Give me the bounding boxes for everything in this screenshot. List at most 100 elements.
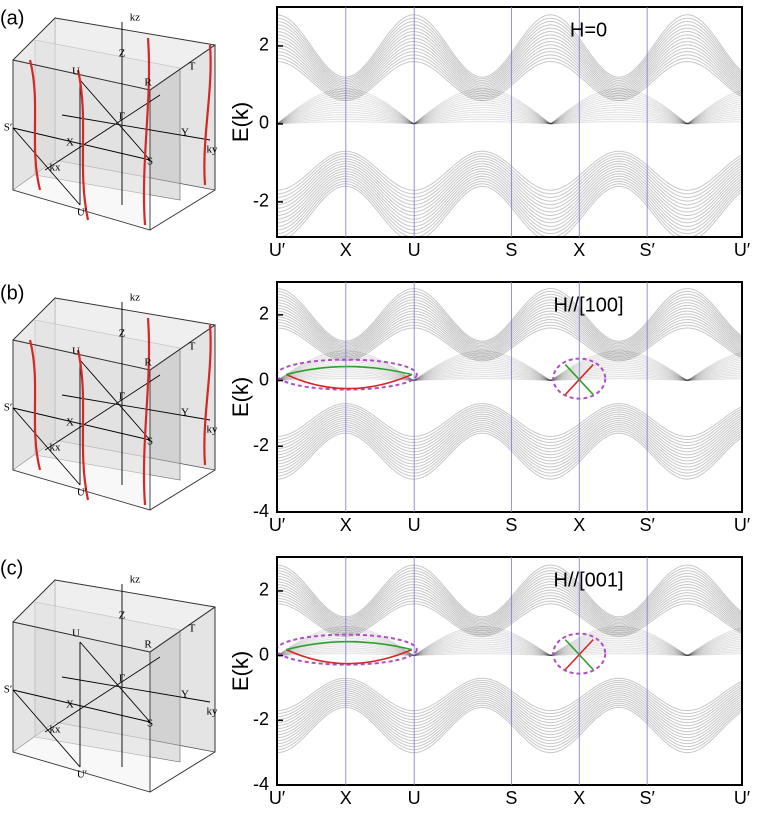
- band-line: [277, 90, 742, 125]
- band-line: [277, 600, 742, 636]
- band-line: [277, 422, 742, 465]
- band-line: [277, 165, 742, 213]
- band-line: [277, 430, 742, 477]
- x-tick-label: U: [408, 240, 421, 260]
- band-line: [277, 628, 742, 657]
- band-line: [277, 368, 742, 382]
- band-line: [277, 411, 742, 450]
- band-line: [277, 14, 742, 78]
- bz-label: R: [144, 639, 152, 651]
- band-line: [277, 163, 742, 209]
- band-line: [277, 432, 742, 480]
- bz-label: R: [144, 77, 152, 89]
- band-line: [277, 97, 742, 125]
- bz-label: kx: [50, 162, 62, 174]
- bz-label: Γ: [119, 391, 125, 403]
- band-line: [277, 358, 742, 382]
- cube-edge: [149, 606, 216, 653]
- band-line: [277, 413, 742, 453]
- bz-label: ky: [207, 706, 219, 718]
- brillouin-zone: kz Z T U R Γ S′ Yky Xkx S U′: [4, 292, 219, 511]
- band-line: [277, 424, 742, 468]
- band-line: [277, 696, 742, 739]
- band-line: [277, 111, 742, 125]
- surface-arc: [285, 373, 413, 390]
- band-line: [277, 683, 742, 721]
- band-line: [277, 592, 742, 632]
- band-line: [277, 700, 742, 745]
- band-line: [277, 296, 742, 346]
- band-line: [277, 597, 742, 635]
- bz-label: T: [189, 623, 196, 635]
- band-line: [277, 409, 742, 447]
- band-line: [277, 307, 742, 352]
- annotation: H//[100]: [554, 294, 624, 316]
- band-line: [277, 102, 742, 125]
- bz-label: U′: [77, 207, 87, 219]
- x-tick-label: U′: [734, 515, 751, 535]
- band-line: [277, 168, 742, 217]
- band-line: [277, 698, 742, 742]
- surface-arc: [286, 640, 413, 651]
- band-line: [277, 290, 742, 344]
- bz-label: Z: [119, 610, 126, 622]
- kx-axis: [44, 94, 161, 171]
- kx-axis: [44, 656, 161, 733]
- y-tick-label: 2: [259, 304, 269, 324]
- band-line: [277, 360, 742, 382]
- band-line: [277, 595, 742, 633]
- band-line: [277, 639, 742, 657]
- band-line: [277, 178, 742, 231]
- band-line: [277, 40, 742, 92]
- band-line: [277, 575, 742, 623]
- band-line: [277, 417, 742, 459]
- bz-label: S: [147, 436, 153, 448]
- band-line: [277, 118, 742, 125]
- bz-label: ky: [207, 424, 219, 436]
- bz-label: kx: [50, 442, 62, 454]
- band-line: [277, 293, 742, 345]
- bz-label: X: [66, 417, 74, 429]
- path-line: [12, 127, 81, 206]
- bz-label: U: [72, 66, 80, 78]
- band-line: [277, 378, 742, 382]
- bz-label: U: [72, 346, 80, 358]
- band-line: [277, 183, 742, 237]
- band-line: [277, 686, 742, 724]
- band-line: [277, 316, 742, 356]
- x-tick-label: U′: [269, 240, 286, 260]
- band-line: [277, 629, 742, 657]
- bz-label: S′: [4, 402, 13, 414]
- band-line: [277, 180, 742, 235]
- band-line: [277, 352, 742, 382]
- bz-label: Z: [119, 48, 126, 60]
- band-line: [277, 679, 742, 715]
- band-line: [277, 428, 742, 474]
- y-axis-label: E(k): [228, 377, 253, 417]
- band-line: [277, 37, 742, 90]
- band-line: [277, 419, 742, 462]
- band-line: [277, 647, 742, 657]
- band-line: [277, 354, 742, 382]
- band-line: [277, 694, 742, 736]
- band-line: [277, 702, 742, 748]
- band-line: [277, 681, 742, 718]
- band-line: [277, 364, 742, 382]
- path-line: [79, 359, 151, 441]
- bz-label: R: [144, 357, 152, 369]
- band-line: [277, 310, 742, 353]
- band-line: [277, 570, 742, 621]
- band-line: [277, 51, 742, 97]
- nodal-line: [142, 317, 151, 506]
- cube-edge: [149, 44, 216, 91]
- kx-axis: [44, 374, 161, 451]
- bz-label: Y: [181, 407, 189, 419]
- band-line: [277, 372, 742, 382]
- plot-frame: [276, 6, 743, 238]
- band-line: [277, 645, 742, 657]
- band-line: [277, 362, 742, 382]
- path-line: [79, 79, 151, 161]
- band-line: [277, 304, 742, 351]
- y-tick-label: -2: [253, 709, 269, 729]
- bz-label: ky: [207, 144, 219, 156]
